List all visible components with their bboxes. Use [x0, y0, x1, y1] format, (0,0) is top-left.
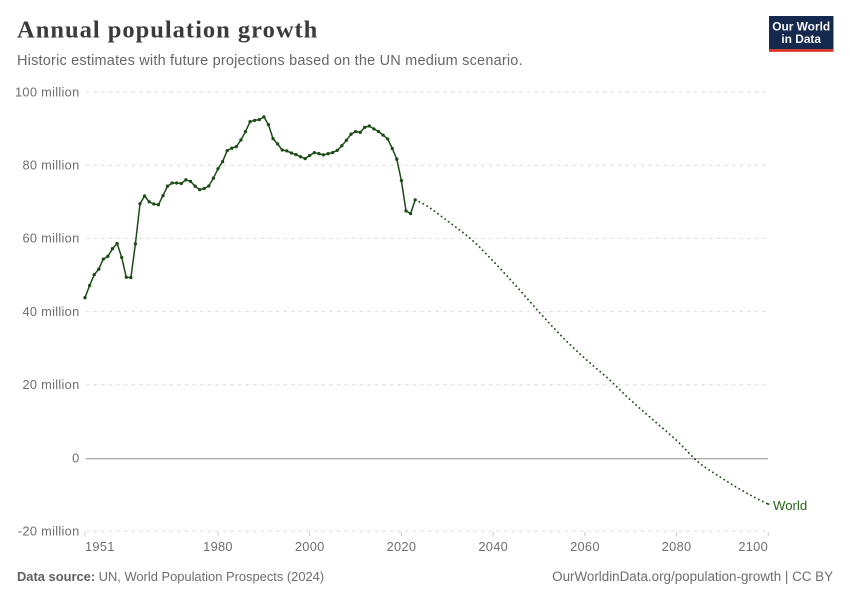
- svg-text:80 million: 80 million: [22, 158, 79, 173]
- svg-text:Historic estimates with future: Historic estimates with future projectio…: [17, 53, 523, 69]
- svg-text:2080: 2080: [662, 539, 692, 554]
- svg-text:Our World: Our World: [772, 20, 830, 34]
- svg-text:2040: 2040: [478, 539, 508, 554]
- svg-text:20 million: 20 million: [22, 377, 79, 392]
- svg-text:OurWorldinData.org/population-: OurWorldinData.org/population-growth | C…: [552, 569, 833, 584]
- svg-text:40 million: 40 million: [22, 304, 79, 319]
- svg-text:Annual population growth: Annual population growth: [17, 17, 318, 44]
- svg-text:1980: 1980: [203, 539, 233, 554]
- svg-text:2020: 2020: [387, 539, 417, 554]
- svg-text:1951: 1951: [85, 539, 115, 554]
- svg-text:-20 million: -20 million: [18, 524, 80, 539]
- svg-text:in Data: in Data: [781, 32, 821, 46]
- svg-text:2100: 2100: [738, 539, 768, 554]
- svg-text:World: World: [773, 498, 807, 513]
- svg-text:Data source: UN, World Populat: Data source: UN, World Population Prospe…: [17, 569, 324, 584]
- svg-text:2000: 2000: [295, 539, 325, 554]
- svg-text:60 million: 60 million: [22, 231, 79, 246]
- svg-text:100 million: 100 million: [15, 84, 79, 99]
- svg-text:2060: 2060: [570, 539, 600, 554]
- svg-text:0: 0: [72, 450, 79, 465]
